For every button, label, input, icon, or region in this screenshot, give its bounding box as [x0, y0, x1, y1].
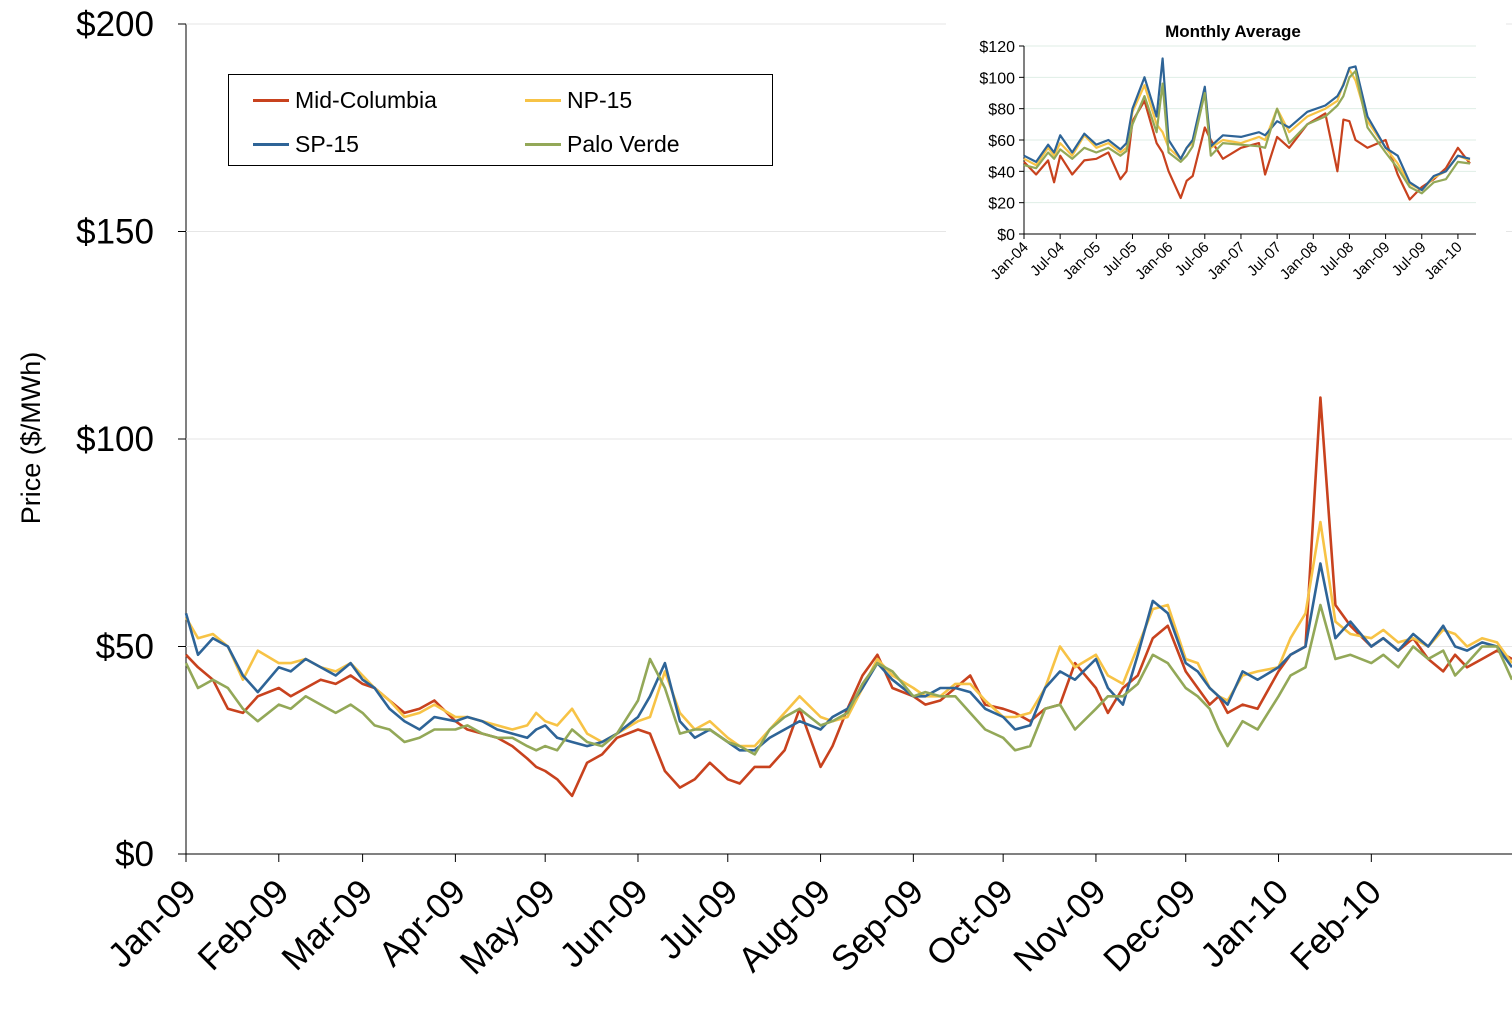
y-tick-label: $200	[76, 5, 154, 44]
x-tick-label: Jan-10	[1193, 872, 1296, 975]
inset-x-tick-label: Jan-05	[1060, 239, 1104, 283]
legend-swatch-mid-columbia	[253, 98, 289, 102]
chart-legend: Mid-Columbia NP-15 SP-15 Palo Verde	[228, 74, 773, 166]
legend-swatch-sp15	[253, 142, 289, 146]
inset-title: Monthly Average	[1165, 22, 1301, 41]
x-tick-label: Nov-09	[1006, 872, 1113, 979]
inset-y-ticks: $0 $20 $40 $60 $80 $100 $120	[979, 39, 1024, 244]
legend-item-np15: NP-15	[525, 85, 632, 115]
legend-swatch-np15	[525, 98, 561, 102]
y-tick-label: $150	[76, 213, 154, 252]
inset-y-tick-label: $80	[988, 102, 1015, 119]
inset-series-lines	[1023, 57, 1471, 201]
inset-x-tick-label: Jan-09	[1349, 239, 1393, 283]
series-line-palo-verde	[184, 603, 1512, 756]
series-line-mid-columbia	[185, 396, 1512, 798]
x-tick-label: Aug-09	[731, 872, 838, 979]
inset-series-line-palo-verde	[1023, 69, 1471, 195]
main-y-ticks: $0 $50 $100 $150 $200	[76, 5, 186, 874]
x-tick-label: May-09	[453, 872, 563, 982]
main-x-ticks: Jan-09Feb-09Mar-09Apr-09May-09Jun-09Jul-…	[100, 854, 1389, 982]
legend-item-palo-verde: Palo Verde	[525, 129, 680, 159]
x-tick-label: Dec-09	[1096, 872, 1203, 979]
x-tick-label: Feb-10	[1283, 872, 1389, 978]
x-tick-label: Mar-09	[274, 872, 380, 978]
y-tick-label: $50	[96, 628, 154, 667]
y-tick-label: $100	[76, 420, 154, 459]
x-tick-label: Jun-09	[552, 872, 655, 975]
inset-x-tick-label: Jan-04	[987, 239, 1031, 283]
x-tick-label: Feb-09	[190, 872, 296, 978]
inset-y-tick-label: $60	[988, 133, 1015, 150]
y-axis-label: Price ($/MWh)	[16, 352, 46, 525]
inset-x-tick-label: Jan-07	[1204, 239, 1248, 283]
inset-y-tick-label: $100	[979, 70, 1015, 87]
inset-y-tick-label: $0	[997, 227, 1015, 244]
inset-x-ticks: Jan-04Jul-04Jan-05Jul-05Jan-06Jul-06Jan-…	[987, 234, 1466, 283]
legend-label-palo-verde: Palo Verde	[567, 130, 680, 157]
y-tick-label: $0	[115, 835, 154, 874]
legend-item-mid-columbia: Mid-Columbia	[253, 85, 437, 115]
inset-series-line-sp-15	[1023, 57, 1471, 192]
legend-label-np15: NP-15	[567, 86, 633, 113]
inset-x-tick-label: Jan-06	[1132, 239, 1176, 283]
inset-y-tick-label: $20	[988, 196, 1015, 213]
x-tick-label: Oct-09	[919, 872, 1021, 974]
x-tick-label: Sep-09	[824, 872, 931, 979]
main-series-lines	[184, 396, 1512, 798]
legend-swatch-palo-verde	[525, 142, 561, 146]
series-line-sp-15	[184, 562, 1512, 752]
legend-item-sp15: SP-15	[253, 129, 359, 159]
legend-label-mid-columbia: Mid-Columbia	[295, 86, 437, 113]
inset-monthly-average-chart: Monthly Average $0 $20 $40 $60 $80 $100 $120 J…	[946, 10, 1506, 355]
legend-label-sp15: SP-15	[295, 130, 359, 157]
series-line-np-15	[184, 520, 1512, 748]
inset-x-tick-label: Jan-10	[1421, 239, 1465, 283]
inset-y-tick-label: $40	[988, 164, 1015, 181]
inset-series-line-np-15	[1023, 68, 1471, 192]
x-tick-label: Jan-09	[100, 872, 203, 975]
inset-y-tick-label: $120	[979, 39, 1015, 56]
inset-x-tick-label: Jan-08	[1277, 239, 1321, 283]
